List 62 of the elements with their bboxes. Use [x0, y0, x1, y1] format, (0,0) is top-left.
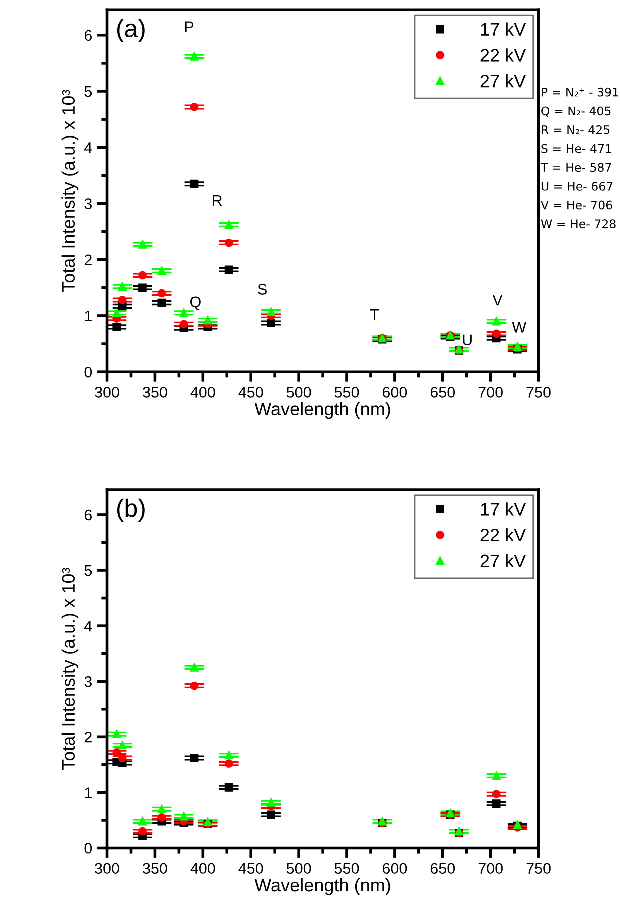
x-tick-label: 500	[286, 863, 312, 874]
text: Q = N₂- 405	[542, 106, 611, 117]
x-tick-label: 650	[430, 863, 456, 874]
x-tick-label: 600	[382, 863, 408, 874]
x-tick-label: 550	[334, 863, 360, 874]
y-tick-label: 4	[84, 621, 92, 632]
y-tick-label: 1	[85, 310, 92, 322]
y-tick-label: 5	[84, 566, 92, 576]
y-tick-label: 0	[84, 366, 92, 378]
y-tick-label: 4	[84, 142, 92, 154]
y-tick-label: 6	[84, 30, 92, 42]
annotation: V	[492, 295, 503, 306]
y-axis-title: Total Intensity (a.u.) x 10³	[62, 90, 79, 292]
y-tick-label: 1	[85, 788, 92, 798]
text: U = He- 667	[542, 182, 613, 191]
legend-label: 17 kV	[481, 22, 526, 36]
x-axis-title: Wavelength (nm)	[254, 878, 390, 896]
legend-label: 27 kV	[480, 74, 526, 88]
x-tick-label: 550	[334, 387, 360, 398]
annotation: Q	[190, 296, 201, 310]
annotation: P	[185, 22, 194, 32]
annotation: R	[213, 196, 222, 206]
y-tick-label: 2	[84, 732, 92, 743]
text: S = He- 471	[542, 144, 612, 154]
annotation: T	[370, 310, 380, 320]
y-tick-label: 5	[84, 86, 92, 98]
x-tick-label: 650	[430, 387, 456, 398]
y-tick-label: 3	[84, 198, 92, 210]
x-tick-label: 300	[95, 863, 120, 874]
y-tick-label: 0	[84, 843, 92, 854]
annotation: W	[512, 322, 527, 333]
text: P = N₂⁺ - 391	[542, 88, 618, 97]
x-tick-label: 500	[286, 387, 312, 398]
x-tick-label: 450	[238, 863, 264, 874]
x-tick-label: 400	[190, 863, 216, 874]
text: W = He- 728	[541, 220, 616, 229]
legend-label: 22 kV	[480, 48, 526, 62]
x-tick-label: 750	[526, 863, 551, 874]
legend-label: 22 kV	[480, 528, 526, 542]
chart-title: (a)	[117, 19, 145, 42]
annotation: S	[258, 284, 267, 295]
text: T = He- 587	[540, 163, 612, 172]
x-axis-title: Wavelength (nm)	[254, 402, 390, 420]
y-tick-label: 3	[84, 676, 92, 688]
x-tick-label: 300	[95, 387, 120, 398]
x-tick-label: 600	[382, 387, 408, 398]
text: R = N₂- 425	[542, 126, 610, 134]
x-tick-label: 400	[190, 387, 216, 398]
legend-label: 17 kV	[481, 502, 526, 516]
text: V = He- 706	[541, 200, 612, 210]
x-tick-label: 700	[478, 387, 503, 398]
y-axis-title: Total Intensity (a.u.) x 10³	[62, 568, 79, 770]
y-tick-label: 6	[84, 510, 92, 521]
x-tick-label: 450	[238, 387, 264, 398]
x-tick-label: 700	[478, 863, 503, 874]
x-tick-label: 350	[143, 863, 168, 874]
legend-label: 27 kV	[480, 554, 526, 568]
x-tick-label: 350	[143, 387, 168, 398]
x-tick-label: 750	[526, 387, 551, 398]
annotation: U	[463, 334, 472, 346]
y-tick-label: 2	[84, 254, 92, 266]
chart-title: (b)	[117, 498, 145, 522]
